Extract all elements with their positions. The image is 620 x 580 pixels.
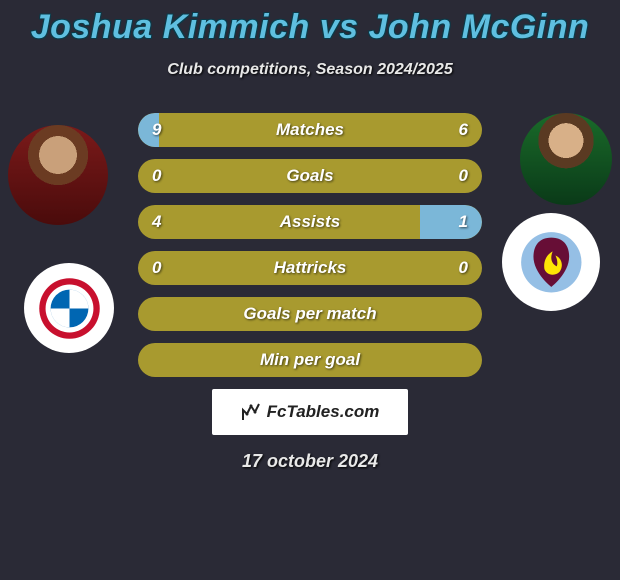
stat-label: Min per goal <box>138 343 482 377</box>
stat-row: 0Goals0 <box>138 159 482 193</box>
player-left-avatar <box>8 125 108 225</box>
player-right-avatar <box>520 113 612 205</box>
snapshot-date: 17 october 2024 <box>0 451 620 472</box>
stat-label: Matches <box>138 113 482 147</box>
stat-value-right: 1 <box>459 205 468 239</box>
stat-row: Min per goal <box>138 343 482 377</box>
bayern-icon <box>38 277 101 340</box>
branding-label: FcTables.com <box>267 402 380 422</box>
stat-value-right: 6 <box>459 113 468 147</box>
comparison-panel: 9Matches60Goals04Assists10Hattricks0Goal… <box>0 113 620 377</box>
club-left-badge <box>24 263 114 353</box>
branding-button[interactable]: FcTables.com <box>212 389 408 435</box>
stat-value-right: 0 <box>459 251 468 285</box>
aston-villa-icon <box>517 228 586 297</box>
fctables-icon <box>241 402 261 422</box>
stat-row: Goals per match <box>138 297 482 331</box>
stat-row: 4Assists1 <box>138 205 482 239</box>
stat-label: Goals <box>138 159 482 193</box>
stat-row: 0Hattricks0 <box>138 251 482 285</box>
page-subtitle: Club competitions, Season 2024/2025 <box>0 61 620 79</box>
stat-label: Assists <box>138 205 482 239</box>
stat-label: Goals per match <box>138 297 482 331</box>
page-title: Joshua Kimmich vs John McGinn <box>0 0 620 47</box>
stat-value-right: 0 <box>459 159 468 193</box>
club-right-badge <box>502 213 600 311</box>
stat-bars: 9Matches60Goals04Assists10Hattricks0Goal… <box>138 113 482 377</box>
stat-label: Hattricks <box>138 251 482 285</box>
stat-row: 9Matches6 <box>138 113 482 147</box>
